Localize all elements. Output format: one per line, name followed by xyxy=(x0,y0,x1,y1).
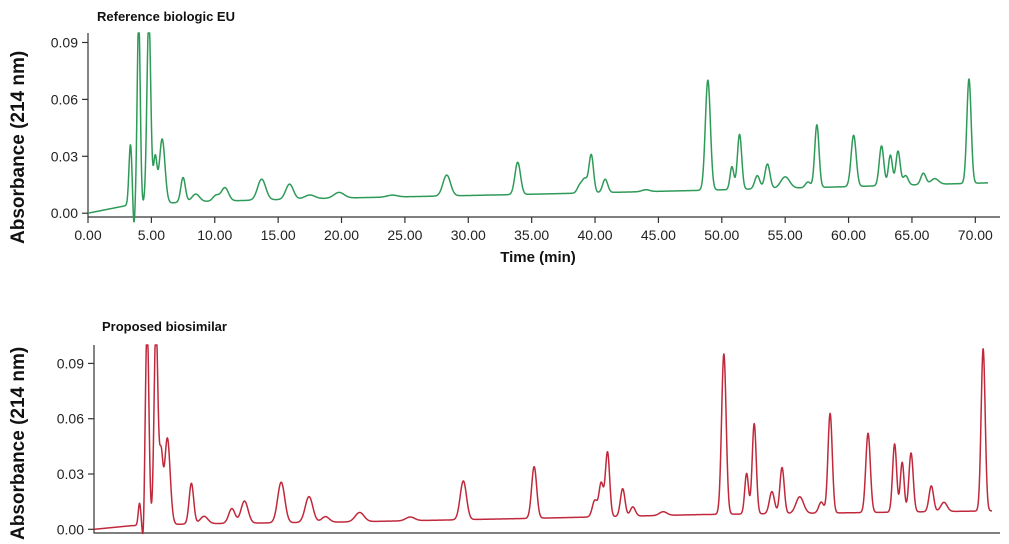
x-tick-label: 50.00 xyxy=(704,227,739,243)
x-tick-label: 40.00 xyxy=(578,227,613,243)
x-tick-label: 20.00 xyxy=(324,227,359,243)
x-tick-label: 25.00 xyxy=(387,227,422,243)
biosimilar-axes xyxy=(93,345,1000,534)
reference-panel: Reference biologic EU Absorbance (214 nm… xyxy=(8,9,1000,266)
biosimilar-trace-line xyxy=(93,344,993,535)
reference-y-axis-title: Absorbance (214 nm) xyxy=(8,51,29,244)
biosimilar-panel-title: Proposed biosimilar xyxy=(102,319,227,334)
biosimilar-panel: Proposed biosimilar Absorbance (214 nm) … xyxy=(8,319,1000,540)
x-tick-label: 15.00 xyxy=(261,227,296,243)
y-tick-label: 0.09 xyxy=(51,34,78,50)
x-tick-label: 10.00 xyxy=(197,227,232,243)
y-tick-label: 0.03 xyxy=(51,148,78,164)
x-tick-label: 0.00 xyxy=(74,227,101,243)
x-tick-label: 70.00 xyxy=(958,227,993,243)
x-tick-label: 5.00 xyxy=(138,227,165,243)
reference-axes xyxy=(87,33,1000,218)
x-tick-label: 45.00 xyxy=(641,227,676,243)
x-tick-label: 60.00 xyxy=(831,227,866,243)
x-tick-label: 65.00 xyxy=(894,227,929,243)
reference-trace-line xyxy=(87,32,989,223)
x-tick-label: 30.00 xyxy=(451,227,486,243)
y-tick-label: 0.03 xyxy=(57,466,84,482)
biosimilar-y-axis-title: Absorbance (214 nm) xyxy=(8,347,29,540)
y-tick-label: 0.00 xyxy=(51,205,78,221)
y-tick-label: 0.09 xyxy=(57,355,84,371)
x-tick-label: 55.00 xyxy=(768,227,803,243)
y-tick-label: 0.00 xyxy=(57,521,84,537)
y-tick-label: 0.06 xyxy=(57,411,84,427)
y-tick-label: 0.06 xyxy=(51,91,78,107)
reference-panel-title: Reference biologic EU xyxy=(97,9,235,24)
reference-x-axis-title: Time (min) xyxy=(500,249,576,266)
x-tick-label: 35.00 xyxy=(514,227,549,243)
